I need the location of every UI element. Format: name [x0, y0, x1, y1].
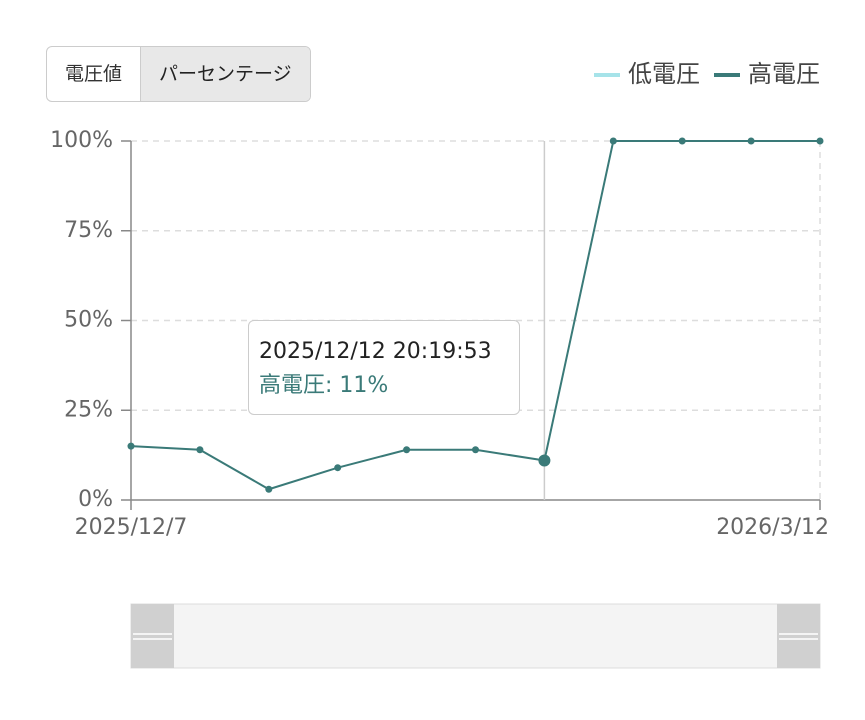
legend-label: 高電圧 [748, 60, 820, 88]
tooltip-title: 2025/12/12 20:19:53 [259, 339, 492, 364]
slider-track [130, 603, 821, 669]
x-tick-label: 2025/12/7 [75, 515, 188, 540]
y-tick-label: 75% [64, 218, 113, 243]
data-point [403, 446, 411, 454]
y-tick-label: 50% [64, 308, 113, 333]
tooltip: 2025/12/12 20:19:53 高電圧: 11% [248, 320, 520, 415]
x-tick-label: 2026/3/12 [716, 515, 829, 540]
data-point [196, 446, 204, 454]
data-point [265, 485, 273, 493]
data-point [609, 137, 617, 145]
data-point [472, 446, 479, 454]
slider-handle[interactable] [777, 604, 820, 668]
data-point [538, 454, 551, 467]
toggle-option[interactable]: パーセンテージ [140, 47, 310, 101]
series-line [130, 140, 820, 491]
slider-handle[interactable] [131, 604, 174, 668]
legend-label: 低電圧 [628, 60, 700, 88]
data-point [334, 464, 342, 472]
zoom-slider[interactable] [130, 603, 821, 669]
data-point [127, 442, 135, 450]
data-point [747, 137, 755, 145]
tooltip-value: 高電圧: 11% [259, 373, 389, 398]
data-point [816, 137, 824, 145]
mode-toggle[interactable]: 電圧値 パーセンテージ [46, 46, 311, 102]
toggle-option[interactable]: 電圧値 [65, 63, 123, 85]
y-tick-label: 0% [78, 487, 113, 512]
data-point [678, 137, 686, 145]
y-tick-label: 100% [50, 128, 113, 153]
y-tick-label: 25% [64, 397, 113, 422]
